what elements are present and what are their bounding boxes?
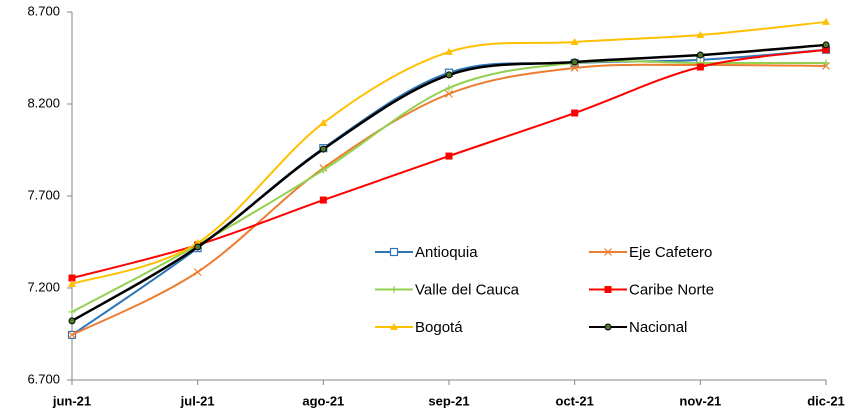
y-tick-label: 8.700 bbox=[27, 3, 60, 18]
legend-label: Eje Cafetero bbox=[629, 244, 712, 261]
x-tick-label: nov-21 bbox=[679, 393, 721, 408]
marker bbox=[445, 89, 453, 98]
legend-label: Caribe Norte bbox=[629, 281, 714, 298]
marker bbox=[319, 118, 328, 126]
marker bbox=[822, 46, 830, 54]
y-tick-label: 7.200 bbox=[27, 279, 60, 294]
y-tick-label: 7.700 bbox=[27, 187, 60, 202]
legend-label: Bogotá bbox=[415, 319, 463, 336]
marker bbox=[822, 41, 830, 49]
marker bbox=[570, 37, 579, 45]
x-tick-label: dic-21 bbox=[807, 393, 845, 408]
marker bbox=[193, 268, 202, 276]
legend-item: Nacional bbox=[589, 319, 687, 336]
legend-item: Eje Cafetero bbox=[589, 244, 712, 261]
marker bbox=[604, 248, 612, 256]
marker bbox=[604, 286, 612, 293]
legend-item: Caribe Norte bbox=[589, 281, 714, 298]
marker bbox=[604, 323, 612, 331]
legend-label: Antioquia bbox=[415, 244, 478, 261]
marker bbox=[68, 330, 76, 339]
x-tick-label: oct-21 bbox=[556, 393, 594, 408]
x-tick-label: jun-21 bbox=[52, 393, 91, 408]
legend-label: Valle del Cauca bbox=[415, 281, 520, 298]
marker bbox=[822, 59, 830, 67]
y-tick-label: 6.700 bbox=[27, 371, 60, 386]
marker bbox=[571, 109, 579, 117]
marker bbox=[571, 58, 579, 66]
x-tick-label: ago-21 bbox=[302, 393, 344, 408]
marker bbox=[68, 279, 76, 287]
series-line bbox=[71, 60, 826, 313]
marker bbox=[445, 47, 453, 55]
marker bbox=[389, 247, 399, 257]
marker bbox=[68, 317, 76, 325]
marker bbox=[319, 145, 327, 153]
legend-item: Valle del Cauca bbox=[375, 281, 520, 298]
marker bbox=[194, 243, 202, 251]
x-tick-label: jul-21 bbox=[180, 393, 215, 408]
marker bbox=[390, 323, 398, 330]
marker bbox=[696, 51, 704, 59]
y-tick-label: 8.200 bbox=[27, 95, 60, 110]
marker bbox=[570, 64, 579, 72]
marker bbox=[68, 308, 76, 316]
marker bbox=[390, 286, 398, 293]
legend-item: Antioquia bbox=[375, 244, 478, 261]
marker bbox=[445, 84, 453, 92]
legend-label: Nacional bbox=[629, 319, 687, 336]
x-tick-label: sep-21 bbox=[428, 393, 469, 408]
legend: Antioquia Eje Cafetero Valle del Cauca Cari… bbox=[375, 244, 714, 336]
marker bbox=[696, 31, 705, 38]
marker bbox=[445, 71, 453, 79]
marker bbox=[68, 274, 76, 282]
legend-item: Bogotá bbox=[375, 319, 463, 336]
marker bbox=[445, 152, 453, 160]
marker bbox=[319, 196, 327, 204]
marker bbox=[319, 166, 327, 174]
marker bbox=[822, 17, 830, 25]
marker bbox=[696, 63, 704, 71]
